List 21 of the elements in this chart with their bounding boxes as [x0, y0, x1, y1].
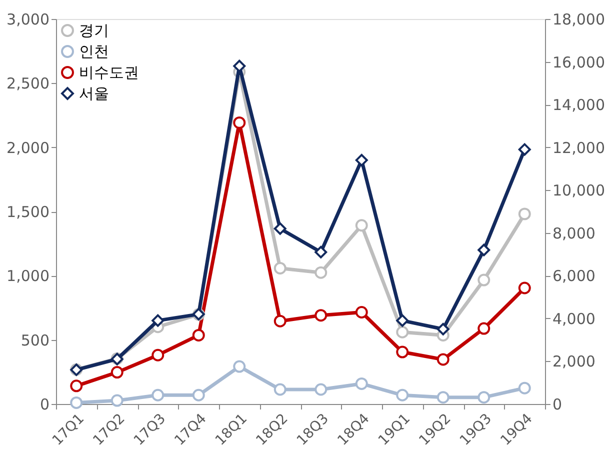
y2-tick-label: 14,000	[552, 96, 605, 114]
y-tick-label: 1,500	[6, 203, 50, 221]
legend-label: 인천	[79, 42, 109, 60]
y-tick-label: 1,000	[6, 267, 50, 286]
legend-label: 비수도권	[79, 64, 139, 82]
y-tick-label: 0	[40, 396, 50, 414]
y2-tick-label: 2,000	[552, 352, 596, 371]
y2-tick-label: 12,000	[552, 138, 605, 157]
y2-tick-label: 16,000	[552, 53, 605, 72]
y2-tick-label: 6,000	[552, 267, 596, 286]
legend-label: 서울	[79, 84, 109, 102]
y2-tick-label: 10,000	[552, 182, 605, 200]
y2-tick-label: 0	[552, 396, 562, 414]
y-tick-label: 500	[20, 331, 50, 350]
y2-tick-label: 18,000	[552, 10, 605, 28]
y-tick-label: 2,000	[6, 138, 50, 157]
legend-label: 경기	[79, 22, 109, 40]
y-tick-label: 3,000	[6, 10, 50, 28]
y2-tick-label: 8,000	[552, 224, 596, 242]
y2-tick-label: 4,000	[552, 310, 596, 328]
y-tick-label: 2,500	[6, 74, 50, 93]
